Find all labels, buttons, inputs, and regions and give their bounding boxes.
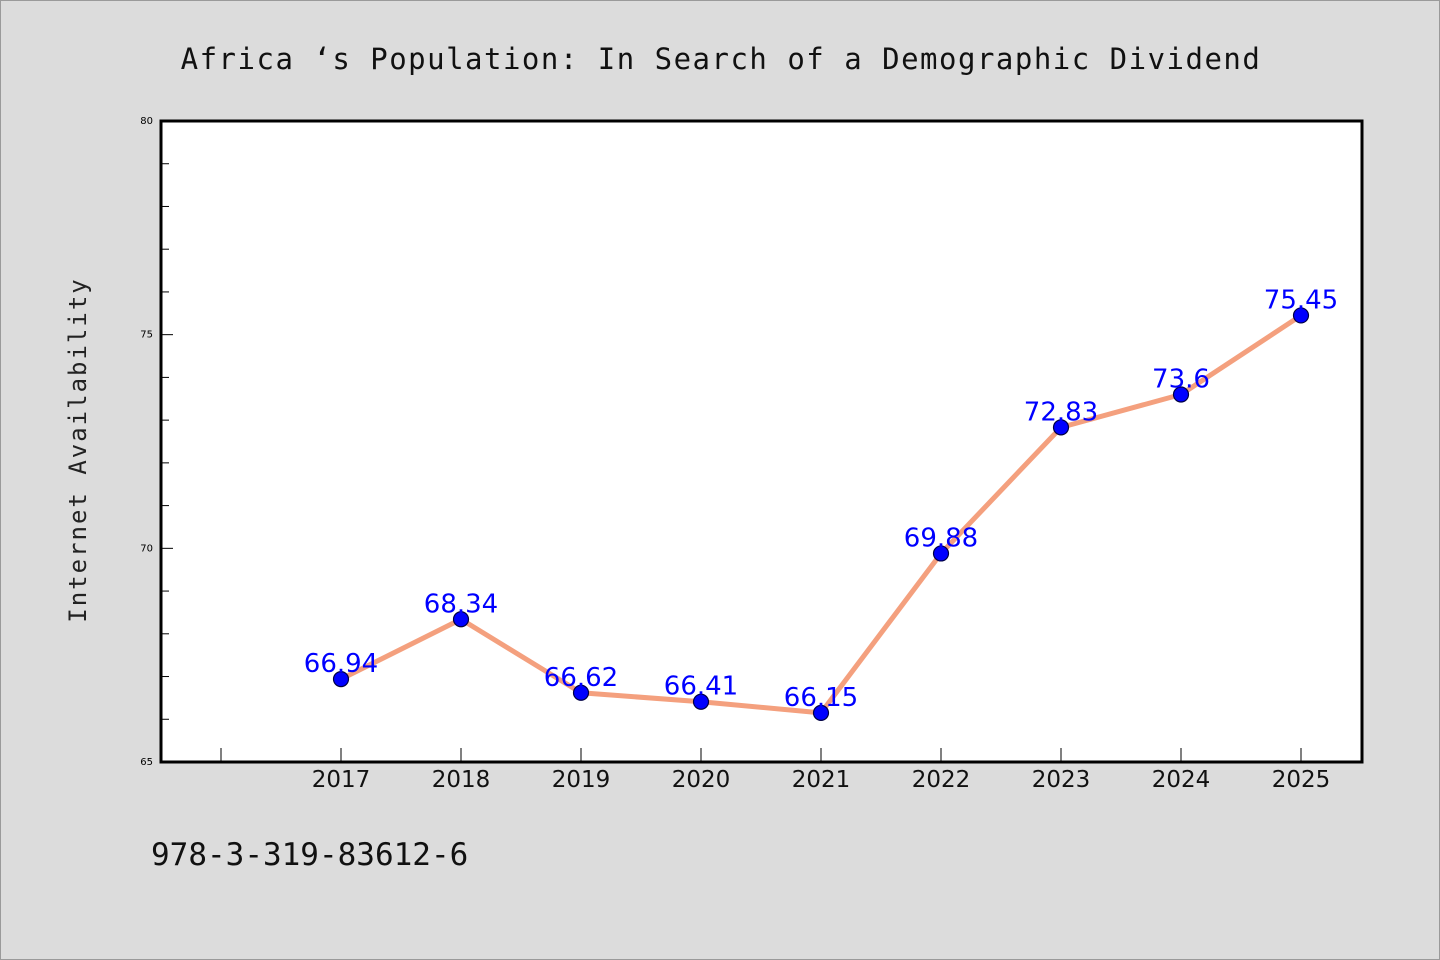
data-label: 75.45 bbox=[1264, 285, 1338, 315]
data-label: 66.94 bbox=[304, 649, 378, 679]
x-tick-label: 2022 bbox=[912, 767, 971, 793]
data-point bbox=[332, 670, 350, 688]
y-tick-label: 70 bbox=[140, 543, 153, 554]
data-point bbox=[692, 693, 710, 710]
y-axis: 65 70 75 80 bbox=[140, 116, 173, 768]
x-tick-label: 2025 bbox=[1272, 767, 1331, 793]
y-tick-label: 65 bbox=[140, 757, 153, 768]
data-point bbox=[1292, 307, 1310, 324]
data-label: 66.62 bbox=[544, 663, 618, 693]
data-point bbox=[812, 704, 830, 721]
x-tick-label: 2023 bbox=[1032, 767, 1091, 793]
x-tick-label: 2019 bbox=[552, 767, 611, 793]
x-tick-label: 2024 bbox=[1152, 767, 1211, 793]
x-tick-label: 2021 bbox=[792, 767, 851, 793]
data-label: 68.34 bbox=[424, 589, 498, 619]
data-label: 72.83 bbox=[1024, 397, 1098, 427]
x-tick-label: 2020 bbox=[672, 767, 731, 793]
data-point bbox=[1052, 419, 1070, 436]
data-label: 73.6 bbox=[1152, 364, 1210, 394]
x-tick-label: 2017 bbox=[312, 767, 371, 793]
data-point bbox=[932, 545, 950, 562]
data-label: 66.15 bbox=[784, 683, 858, 713]
plot-area bbox=[159, 119, 1364, 764]
y-tick-label: 80 bbox=[140, 116, 153, 127]
data-label: 66.41 bbox=[664, 672, 738, 702]
series-line-group bbox=[332, 307, 1310, 721]
isbn-text: 978-3-319-83612-6 bbox=[151, 837, 468, 873]
data-point bbox=[1172, 386, 1190, 403]
x-axis: 2017 2018 2019 2020 2021 2022 2023 2024 2025 bbox=[220, 748, 1331, 793]
y-tick-label: 75 bbox=[140, 330, 153, 341]
chart-title: Africa ‘s Population: In Search of a Dem… bbox=[181, 42, 1262, 76]
data-point bbox=[452, 611, 470, 628]
y-axis-label: Internet Availability bbox=[64, 277, 92, 622]
data-point bbox=[572, 684, 590, 701]
data-labels-group: 66.94 68.34 66.62 66.41 66.15 69.88 72.83 73.6 7… bbox=[304, 285, 1338, 712]
x-tick-label: 2018 bbox=[432, 767, 491, 793]
data-label: 69.88 bbox=[904, 523, 978, 553]
